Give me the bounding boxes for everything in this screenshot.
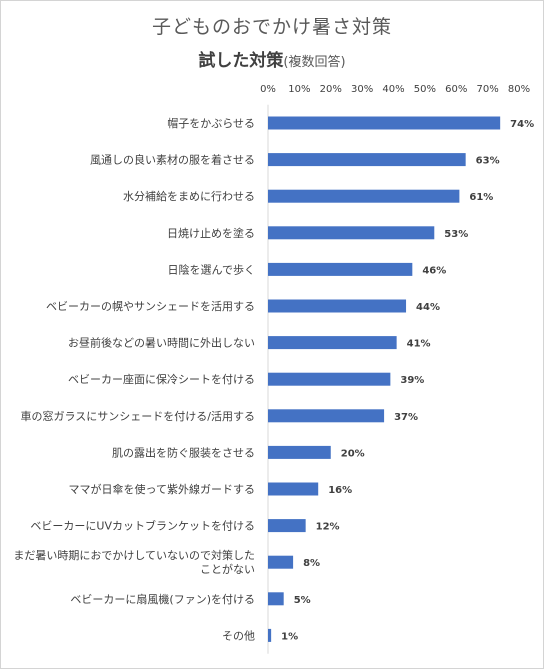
data-label: 41%	[407, 339, 431, 350]
category-label: ことがない	[200, 562, 255, 576]
category-label: その他	[222, 629, 255, 642]
data-label: 5%	[294, 595, 311, 606]
bar	[268, 299, 407, 313]
bar	[268, 409, 385, 423]
bar	[268, 153, 466, 167]
chart-subtitle-note: (複数回答)	[283, 55, 346, 70]
x-tick-label: 0%	[260, 84, 276, 95]
category-label: 車の窓ガラスにサンシェードを付ける/活用する	[21, 409, 256, 423]
data-label: 12%	[316, 522, 340, 533]
data-label: 74%	[510, 119, 534, 130]
data-label: 61%	[469, 192, 493, 203]
data-label: 53%	[444, 229, 468, 240]
chart-subtitle-main: 試した対策	[198, 51, 284, 71]
bar	[268, 336, 397, 350]
category-label: 帽子をかぶらせる	[167, 117, 255, 130]
bar	[268, 189, 460, 203]
x-tick-label: 20%	[320, 84, 342, 95]
x-tick-label: 40%	[382, 84, 404, 95]
category-label: ベビーカーにUVカットブランケットを付ける	[30, 519, 255, 533]
category-label: 日焼け止めを塗る	[167, 226, 255, 240]
bar	[268, 116, 501, 130]
chart-title: 子どものおでかけ暑さ対策	[151, 16, 392, 38]
category-label: まだ暑い時期におでかけしていないので対策した	[13, 548, 255, 562]
bar	[268, 592, 284, 606]
data-label: 16%	[328, 485, 352, 496]
chart-subtitle: 試した対策(複数回答)	[0, 46, 544, 71]
category-label: ママが日傘を使って紫外線ガードする	[69, 482, 255, 496]
x-axis-ticks: 0% 10% 20% 30% 40% 50% 60% 70% 80%	[260, 84, 530, 95]
data-label: 1%	[281, 631, 298, 642]
category-label: 風通しの良い素材の服を着させる	[90, 153, 255, 167]
category-label: 肌の露出を防ぐ服装をさせる	[112, 445, 255, 459]
bar	[268, 445, 331, 459]
category-label: ベビーカー座面に保冷シートを付ける	[68, 372, 255, 386]
category-label: 日陰を選んで歩く	[168, 262, 255, 276]
bar	[268, 519, 306, 533]
bar	[268, 482, 319, 496]
category-label: ベビーカーに扇風機(ファン)を付ける	[70, 592, 255, 606]
category-label: お昼前後などの暑い時間に外出しない	[68, 336, 255, 350]
x-tick-label: 80%	[508, 84, 530, 95]
category-label: ベビーカーの幌やサンシェードを活用する	[46, 299, 255, 313]
x-tick-label: 10%	[288, 84, 310, 95]
x-tick-label: 50%	[414, 84, 436, 95]
bar	[268, 555, 294, 569]
data-label: 44%	[416, 302, 440, 313]
data-label: 37%	[394, 412, 418, 423]
bar	[268, 628, 272, 642]
data-label: 8%	[303, 558, 320, 569]
bar	[268, 372, 391, 386]
category-labels: 帽子をかぶらせる風通しの良い素材の服を着させる水分補給をまめに行わせる日焼け止め…	[13, 117, 255, 642]
bars	[268, 116, 501, 642]
x-tick-label: 30%	[351, 84, 373, 95]
bar	[268, 226, 435, 240]
data-label: 46%	[422, 265, 446, 276]
data-label: 39%	[400, 375, 424, 386]
data-label: 63%	[476, 156, 500, 167]
x-tick-label: 70%	[477, 84, 499, 95]
data-label: 20%	[341, 448, 365, 459]
x-tick-label: 60%	[445, 84, 467, 95]
category-label: 水分補給をまめに行わせる	[123, 189, 255, 203]
data-labels: 74% 63% 61% 53% 46% 44% 41% 39% 37% 20% 16% 12% 8% 5%…	[281, 119, 534, 642]
bar	[268, 262, 413, 276]
